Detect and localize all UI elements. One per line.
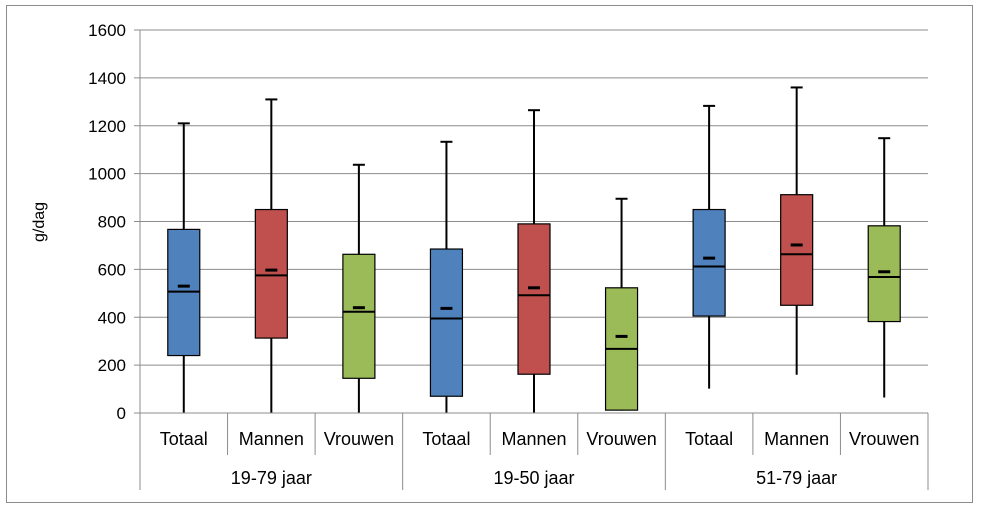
box bbox=[517, 223, 551, 375]
box bbox=[429, 248, 464, 397]
y-tick-label: 1400 bbox=[88, 69, 126, 88]
x-group-label: 51-79 jaar bbox=[756, 468, 837, 488]
box bbox=[780, 194, 814, 306]
y-tick-label: 800 bbox=[98, 213, 126, 232]
box bbox=[254, 208, 288, 339]
y-axis: 0 200 400 600 800 1000 1200 1400 1600 bbox=[88, 21, 141, 423]
y-tick-label: 600 bbox=[98, 260, 126, 279]
x-category-label: Totaal bbox=[422, 429, 470, 449]
x-category-label: Mannen bbox=[501, 429, 566, 449]
y-tick-label: 1600 bbox=[88, 21, 126, 40]
x-category-label: Totaal bbox=[685, 429, 733, 449]
x-category-label: Totaal bbox=[160, 429, 208, 449]
x-group-label: 19-79 jaar bbox=[231, 468, 312, 488]
x-category-label: Mannen bbox=[239, 429, 304, 449]
box bbox=[692, 208, 726, 317]
box bbox=[342, 253, 376, 379]
x-category-label: Vrouwen bbox=[586, 429, 656, 449]
x-category-label: Vrouwen bbox=[849, 429, 919, 449]
y-tick-label: 1200 bbox=[88, 117, 126, 136]
x-category-label: Mannen bbox=[764, 429, 829, 449]
boxes bbox=[167, 86, 901, 413]
y-tick-label: 0 bbox=[117, 404, 126, 423]
x-category-label: Vrouwen bbox=[324, 429, 394, 449]
y-tick-label: 1000 bbox=[88, 165, 126, 184]
y-axis-label: g/dag bbox=[31, 202, 48, 242]
y-tick-label: 200 bbox=[98, 356, 126, 375]
box bbox=[867, 225, 901, 323]
x-axis: Totaal Mannen Vrouwen Totaal Mannen Vrouwen To… bbox=[139, 412, 929, 490]
x-group-label: 19-50 jaar bbox=[493, 468, 574, 488]
y-tick-label: 400 bbox=[98, 308, 126, 327]
